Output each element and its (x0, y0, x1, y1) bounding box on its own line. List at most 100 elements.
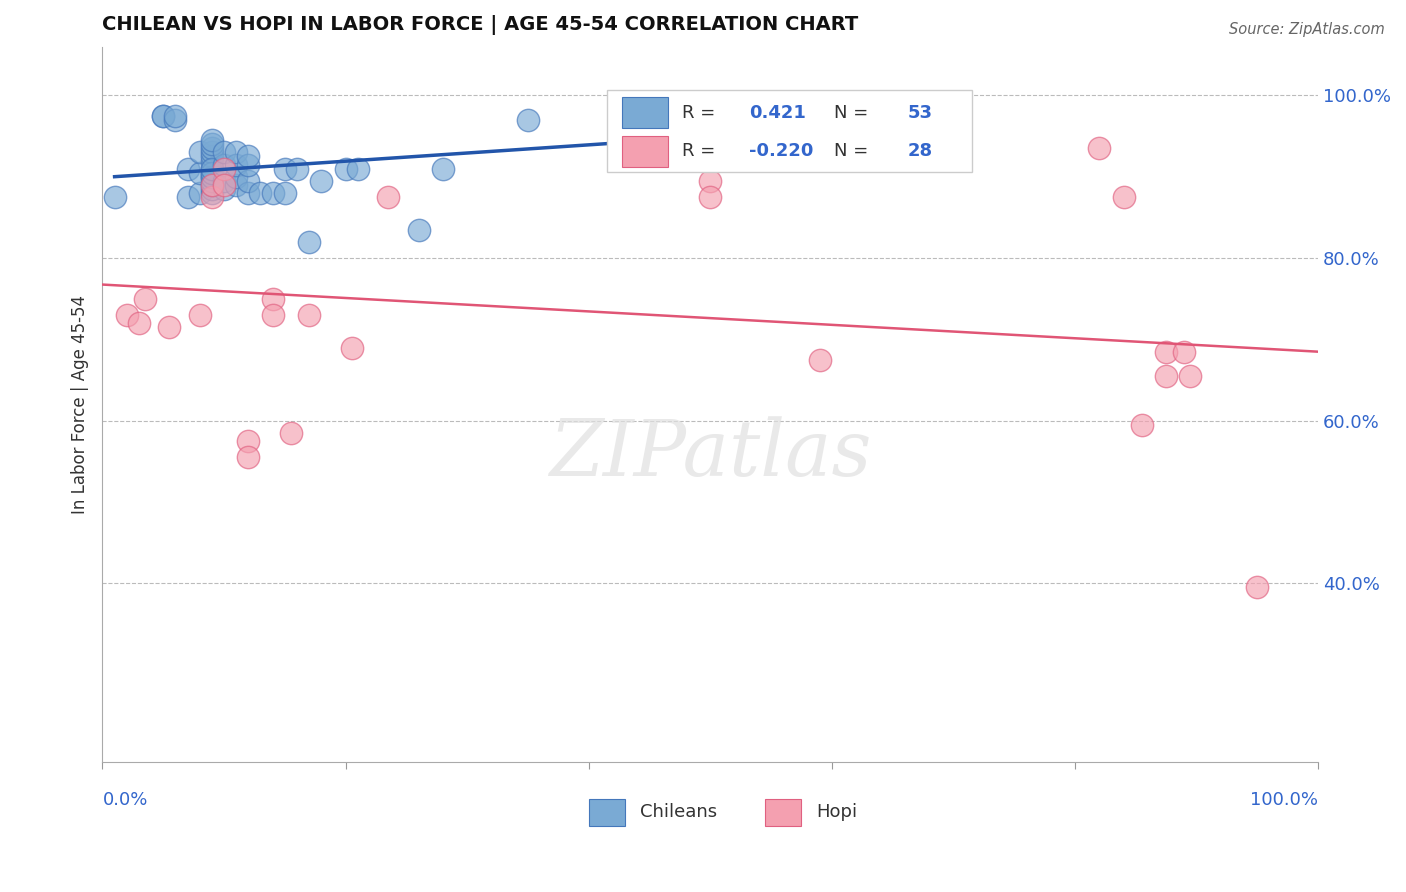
Point (262, 292, 284, 306)
Text: 28: 28 (907, 143, 932, 161)
Point (516, 112, 538, 127)
Point (212, 145, 235, 160)
FancyBboxPatch shape (621, 136, 668, 167)
Point (309, 174, 332, 188)
Point (432, 161, 454, 176)
Point (1173, 344, 1195, 359)
Y-axis label: In Labor Force | Age 45-54: In Labor Force | Age 45-54 (72, 295, 89, 514)
Point (225, 169, 247, 184)
Point (262, 308, 284, 322)
Point (1180, 369, 1202, 384)
Point (408, 222, 430, 236)
FancyBboxPatch shape (621, 97, 668, 128)
Text: Chileans: Chileans (640, 804, 717, 822)
Text: R =: R = (682, 143, 721, 161)
Point (188, 166, 211, 180)
Point (249, 186, 271, 200)
Point (238, 186, 260, 200)
Point (201, 169, 224, 184)
Point (274, 161, 297, 176)
Point (188, 308, 211, 322)
FancyBboxPatch shape (765, 799, 801, 826)
Point (225, 145, 247, 160)
Point (201, 133, 224, 147)
Point (201, 149, 224, 163)
Point (699, 174, 721, 188)
Point (285, 161, 308, 176)
Text: R =: R = (682, 103, 721, 121)
Point (262, 186, 284, 200)
Point (212, 174, 235, 188)
Point (238, 434, 260, 449)
Point (188, 186, 211, 200)
Text: N =: N = (834, 103, 875, 121)
Point (201, 161, 224, 176)
Point (225, 178, 247, 192)
Point (201, 182, 224, 196)
Point (614, 109, 637, 123)
Point (340, 341, 363, 355)
Point (1154, 344, 1177, 359)
Point (1130, 417, 1153, 432)
Point (201, 141, 224, 155)
Point (201, 137, 224, 152)
Point (614, 109, 637, 123)
Text: Source: ZipAtlas.com: Source: ZipAtlas.com (1229, 22, 1385, 37)
Point (115, 308, 138, 322)
Point (298, 308, 321, 322)
Point (238, 149, 260, 163)
Text: 53: 53 (907, 103, 932, 121)
Text: N =: N = (834, 143, 875, 161)
Point (238, 174, 260, 188)
Point (157, 320, 180, 334)
Point (212, 158, 235, 172)
Point (212, 182, 235, 196)
Point (1112, 190, 1135, 204)
Point (614, 104, 637, 119)
Point (165, 109, 187, 123)
Point (176, 161, 198, 176)
Point (201, 190, 224, 204)
Text: Hopi: Hopi (815, 804, 858, 822)
Point (225, 158, 247, 172)
Point (238, 158, 260, 172)
Text: 100.0%: 100.0% (1250, 791, 1319, 809)
Point (1088, 141, 1111, 155)
Point (212, 178, 235, 192)
Point (808, 352, 831, 367)
FancyBboxPatch shape (589, 799, 626, 826)
Text: ZIPatlas: ZIPatlas (550, 417, 872, 492)
Point (238, 450, 260, 465)
Point (201, 178, 224, 192)
Point (201, 169, 224, 184)
Point (212, 161, 235, 176)
Point (201, 174, 224, 188)
Point (1246, 581, 1268, 595)
Text: 0.0%: 0.0% (103, 791, 148, 809)
Point (201, 166, 224, 180)
Point (134, 292, 156, 306)
Point (298, 235, 321, 249)
Point (377, 190, 399, 204)
Point (201, 145, 224, 160)
Point (280, 425, 302, 440)
Text: 0.421: 0.421 (749, 103, 806, 121)
Text: CHILEAN VS HOPI IN LABOR FORCE | AGE 45-54 CORRELATION CHART: CHILEAN VS HOPI IN LABOR FORCE | AGE 45-… (103, 15, 859, 35)
Point (699, 190, 721, 204)
Point (104, 190, 127, 204)
Point (201, 161, 224, 176)
Point (201, 166, 224, 180)
Point (274, 186, 297, 200)
Point (152, 109, 174, 123)
Point (176, 190, 198, 204)
Point (152, 109, 174, 123)
Point (201, 178, 224, 192)
Text: -0.220: -0.220 (749, 143, 814, 161)
Point (1154, 369, 1177, 384)
Point (201, 153, 224, 168)
Point (335, 161, 357, 176)
Point (346, 161, 368, 176)
Point (201, 186, 224, 200)
FancyBboxPatch shape (607, 89, 972, 172)
Point (188, 145, 211, 160)
